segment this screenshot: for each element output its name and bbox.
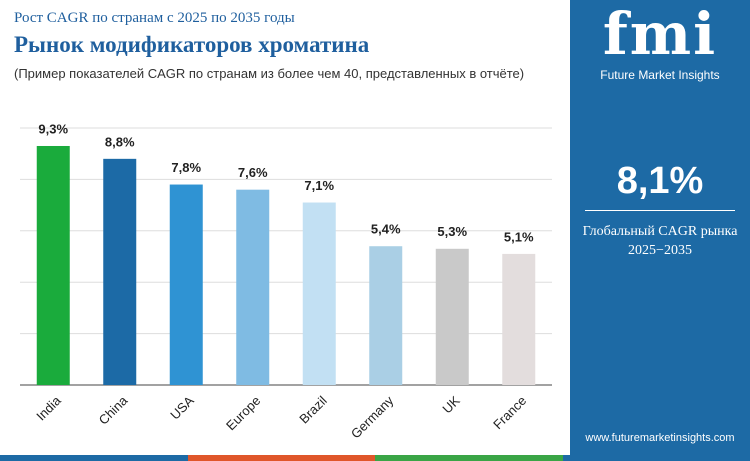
x-tick-label: Germany [348, 393, 397, 442]
value-label: 5,3% [437, 224, 467, 239]
x-tick-label: Europe [223, 393, 263, 433]
stripe-part [0, 455, 188, 461]
caption: Глобальный CAGR рынка 2025−2035 [570, 222, 750, 260]
stripe-part [562, 455, 750, 461]
bar [169, 184, 203, 385]
bar [502, 253, 536, 385]
x-tick-label: USA [167, 393, 197, 423]
chart: 9,3% India 8,8% China 7,8% USA 7,6% Europe 7,1% B… [20, 121, 552, 442]
stripe [0, 455, 750, 461]
bar [103, 158, 137, 385]
value-label: 8,8% [105, 134, 135, 149]
side-panel: fmi Future Market Insights 8,1% Глобальн… [570, 0, 750, 455]
chart-title: Рынок модификаторов хроматина [14, 32, 370, 57]
period: 2025−2035 [628, 243, 692, 258]
x-tick-label: China [96, 392, 131, 427]
divider [585, 210, 735, 211]
chart-subtitle: Рост CAGR по странам с 2025 по 2035 годы [14, 10, 295, 26]
bar [369, 246, 403, 385]
bar [302, 202, 336, 385]
caption-text: Глобальный CAGR рынка [582, 224, 738, 239]
chart-note: (Пример показателей CAGR по странам из б… [14, 66, 525, 81]
brand: Future Market Insights [600, 68, 720, 82]
x-tick-label: UK [439, 393, 463, 417]
website[interactable]: www.futuremarketinsights.com [585, 432, 735, 444]
x-tick-label: India [33, 392, 64, 423]
logo: fmi [602, 0, 718, 68]
value-label: 5,4% [371, 222, 401, 237]
bar [236, 189, 270, 385]
stripe-part [187, 455, 375, 461]
bar [36, 145, 70, 385]
x-tick-label: France [490, 393, 529, 432]
global-cagr: 8,1% [616, 160, 704, 202]
value-label: 9,3% [38, 121, 68, 136]
bar [435, 248, 469, 385]
x-tick-label: Brazil [296, 393, 330, 427]
stripe-part [375, 455, 563, 461]
value-label: 7,1% [304, 178, 334, 193]
value-label: 7,8% [171, 160, 201, 175]
value-label: 5,1% [504, 229, 534, 244]
value-label: 7,6% [238, 165, 268, 180]
